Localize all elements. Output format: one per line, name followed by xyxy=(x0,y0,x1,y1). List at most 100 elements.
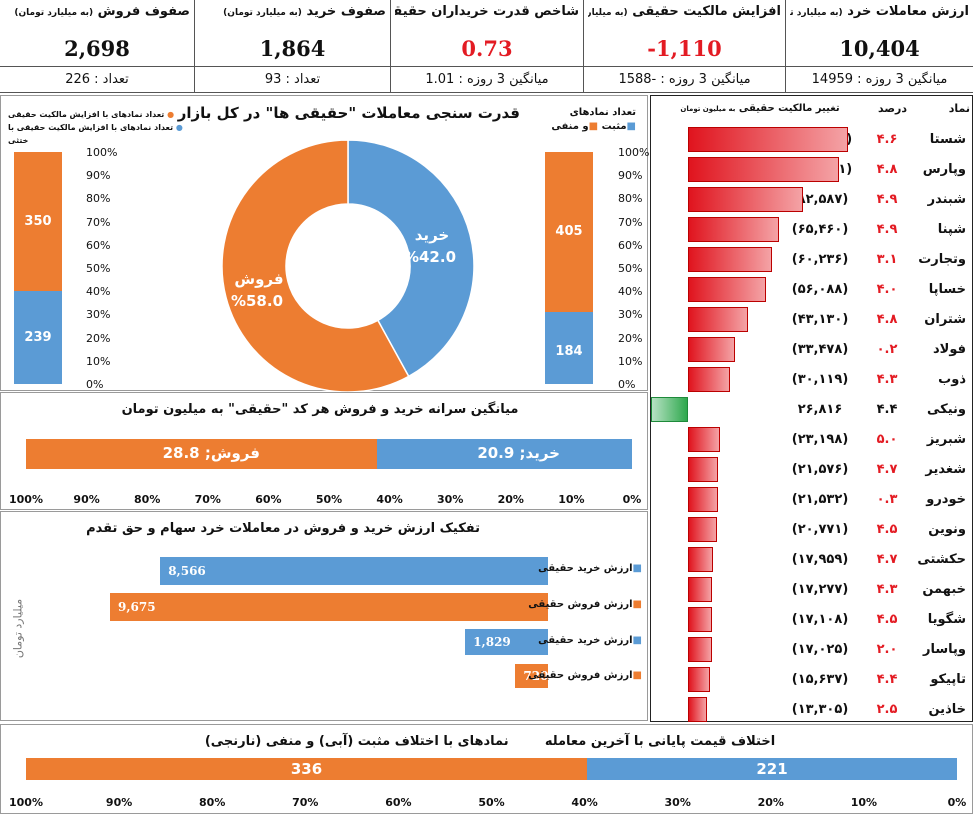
axis-tick-label: 100% xyxy=(86,146,118,159)
row-change-bar xyxy=(688,187,804,212)
breakdown-bar-label: ■ارزش خرید حقیقی xyxy=(538,563,642,574)
breakdown-label-text: ارزش فروش حقیقی xyxy=(528,599,633,610)
breakdown-bar-value: 720 xyxy=(523,669,549,683)
row-change-bar xyxy=(688,307,749,332)
axis-tick-label: 100% xyxy=(9,796,43,809)
row-change-bar xyxy=(688,367,731,392)
axis-tick-label: 20% xyxy=(618,331,643,345)
donut-segment-sell xyxy=(221,139,410,393)
table-row: فولاد ۰.۲ (۳۳,۴۷۸) xyxy=(650,335,970,365)
row-percent: ۵.۰ xyxy=(876,432,898,447)
breakdown-bar-label: ■ارزش فروش حقیقی xyxy=(528,670,642,681)
breakdown-bar-value: 8,566 xyxy=(168,564,206,578)
price-diff-pos-value: 221 xyxy=(756,760,788,778)
axis-tick-label: 30% xyxy=(86,308,111,322)
row-symbol: ونوین xyxy=(928,522,966,537)
breakdown-bar: 8,566 xyxy=(160,557,548,585)
donut-value-buy: %42.0 xyxy=(404,248,456,266)
table-row: شگویا ۴.۵ (۱۷,۱۰۸) xyxy=(650,605,970,635)
row-percent: ۴.۵ xyxy=(876,522,898,537)
row-change-bar xyxy=(651,397,688,422)
row-change-bar xyxy=(688,637,712,662)
axis-tick-label: 30% xyxy=(618,308,643,322)
axis-tick-label: 20% xyxy=(757,796,784,809)
axis-tick-label: 40% xyxy=(618,285,643,299)
kpi-footer: میانگین 3 روزه : 14959 xyxy=(786,66,973,93)
kpi-buy-queues: صفوف خرید (به میلیارد تومان) 1,864 تعداد… xyxy=(194,0,390,93)
row-percent: ۰.۲ xyxy=(876,342,898,357)
axis-tick-label: 30% xyxy=(664,796,691,809)
donut-chart: خرید %42.0 فروش %58.0 xyxy=(221,139,475,393)
price-diff-title: اختلاف قیمت پایانی با آخرین معامله نماده… xyxy=(204,734,776,749)
right-stack-top-value: 405 xyxy=(555,224,583,239)
axis-tick-label: 40% xyxy=(376,493,403,506)
axis-tick-label: 90% xyxy=(105,796,133,809)
row-percent: ۳.۱ xyxy=(876,252,898,267)
axis-tick-label: 30% xyxy=(437,493,464,506)
kpi-value: -1,110 xyxy=(647,36,722,61)
kpi-buyer-power: شاخص قدرت خریداران حقیقی 0.73 میانگین 3 … xyxy=(390,0,583,93)
row-percent: ۴.۳ xyxy=(876,582,898,597)
breakdown-bar: 720 xyxy=(515,664,548,688)
breakdown-label-text: ارزش خرید حقیقی xyxy=(538,563,633,574)
donut-label-buy: خرید xyxy=(415,226,449,244)
axis-tick-label: 70% xyxy=(86,215,111,229)
kpi-value: 10,404 xyxy=(839,36,920,61)
row-change-bar xyxy=(688,457,719,482)
axis-tick-label: 40% xyxy=(86,285,111,299)
table-row: خاذین ۲.۵ (۱۳,۳۰۵) xyxy=(650,695,970,725)
left-stack-bottom-segment: 239 xyxy=(14,291,62,384)
header-change: تغییر مالکیت حقیقی به میلیون تومان xyxy=(680,103,840,114)
kpi-title: شاخص قدرت خریداران حقیقی xyxy=(395,4,579,19)
per-code-title: میانگین سرانه خرید و فروش هر کد "حقیقی" … xyxy=(121,402,519,417)
per-code-buy-label: خرید; 20.9 xyxy=(477,444,560,462)
row-percent: ۴.۹ xyxy=(876,192,898,207)
row-percent: ۴.۴ xyxy=(876,402,898,417)
left-stack-top-segment: 350 xyxy=(14,152,62,291)
table-row: تاپیکو ۴.۴ (۱۵,۶۳۷) xyxy=(650,665,970,695)
row-change: (۵۶,۰۸۸) xyxy=(791,282,849,297)
row-change: (۲۰,۷۷۱) xyxy=(791,522,849,537)
kpi-footer: میانگین 3 روزه : 1.01 xyxy=(391,66,583,93)
row-percent: ۲.۰ xyxy=(876,642,898,657)
per-code-buy-bar xyxy=(377,439,632,469)
row-symbol: شگویا xyxy=(927,612,966,627)
axis-tick-label: 70% xyxy=(194,493,221,506)
row-change-bar xyxy=(688,547,714,572)
row-change: (۱۷,۰۲۵) xyxy=(791,642,849,657)
row-symbol: وپارس xyxy=(922,162,966,177)
row-symbol: شبندر xyxy=(927,192,966,207)
row-percent: ۰.۳ xyxy=(876,492,898,507)
axis-tick-label: 80% xyxy=(134,493,161,506)
breakdown-bar-label: ■ارزش خرید حقیقی xyxy=(538,635,642,646)
row-percent: ۴.۷ xyxy=(876,462,898,477)
row-percent: ۴.۹ xyxy=(876,222,898,237)
kpi-title: صفوف خرید (به میلیارد تومان) xyxy=(223,4,386,19)
table-row: خبهمن ۴.۳ (۱۷,۲۷۷) xyxy=(650,575,970,605)
row-symbol: خبهمن xyxy=(922,582,966,597)
axis-tick-label: 70% xyxy=(618,215,643,229)
row-symbol: خاذین xyxy=(928,702,966,717)
right-stack-title: تعداد نمادهای xyxy=(569,107,636,118)
row-change: (۴۳,۱۳۰) xyxy=(791,312,849,327)
row-symbol: حکشتی xyxy=(917,552,966,567)
row-change-bar xyxy=(688,427,721,452)
table-row: شبریز ۵.۰ (۲۳,۱۹۸) xyxy=(650,425,970,455)
table-row: ونوین ۴.۵ (۲۰,۷۷۱) xyxy=(650,515,970,545)
row-change: (۲۱,۵۳۲) xyxy=(791,492,849,507)
row-change: (۱۷,۲۷۷) xyxy=(791,582,849,597)
axis-tick-label: 0% xyxy=(618,378,636,391)
table-row: وتجارت ۳.۱ (۶۰,۲۳۶) xyxy=(650,245,970,275)
row-symbol: فولاد xyxy=(932,342,966,357)
row-percent: ۲.۵ xyxy=(876,702,898,717)
row-symbol: تاپیکو xyxy=(930,672,966,687)
row-symbol: خساپا xyxy=(928,282,966,297)
legend-item-orange: ● تعداد نمادهای با افزایش مالکیت حقیقی xyxy=(8,110,175,119)
row-change: (۶۵,۴۶۰) xyxy=(791,222,849,237)
row-percent: ۴.۰ xyxy=(876,282,898,297)
table-row: شتران ۴.۸ (۴۳,۱۳۰) xyxy=(650,305,970,335)
row-symbol: شبریز xyxy=(926,432,966,447)
left-stack-top-value: 350 xyxy=(24,214,52,229)
donut-segment-buy xyxy=(347,139,475,378)
axis-tick-label: 80% xyxy=(618,192,643,206)
